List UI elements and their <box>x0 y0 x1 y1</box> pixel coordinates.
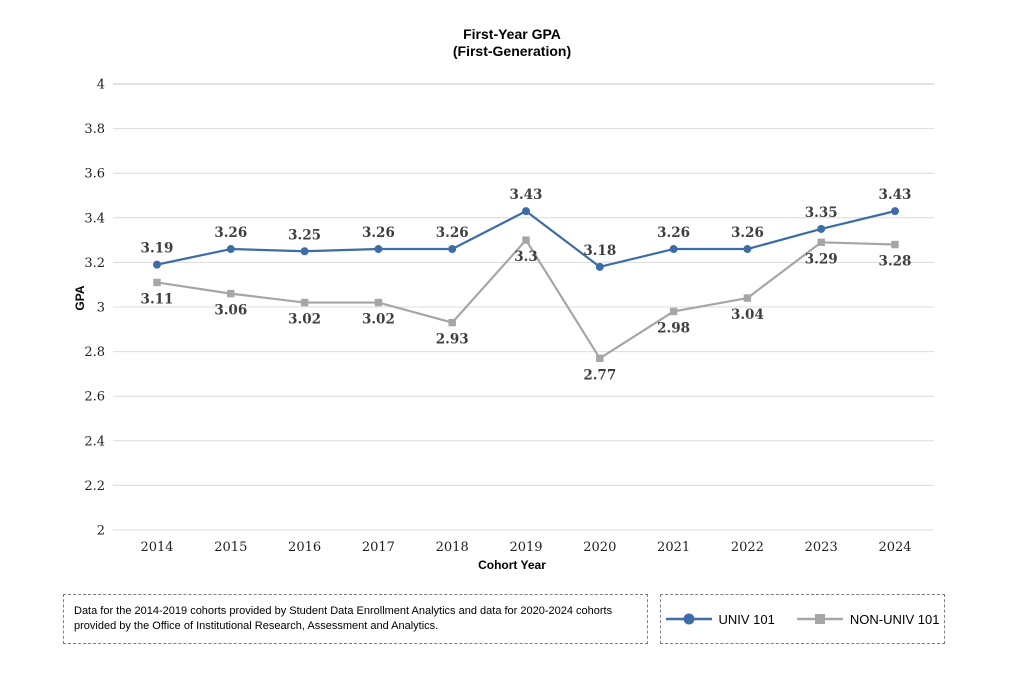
data-point-label: 3.26 <box>657 225 690 241</box>
data-point-label: 3.28 <box>879 254 912 270</box>
footnote-box: Data for the 2014-2019 cohorts provided … <box>63 594 648 644</box>
x-tick-label: 2014 <box>140 540 173 555</box>
x-tick-label: 2024 <box>878 540 911 555</box>
x-tick-label: 2019 <box>509 540 542 555</box>
data-point-marker <box>669 245 678 254</box>
legend-line-square-swatch <box>796 614 843 624</box>
data-point-marker <box>374 298 383 307</box>
data-point-marker <box>669 307 678 316</box>
data-point-label: 3.02 <box>362 312 395 328</box>
y-tick-label: 2 <box>97 524 105 539</box>
data-point-marker <box>226 245 235 254</box>
data-point-marker <box>227 289 235 298</box>
data-point-label: 2.93 <box>436 332 469 348</box>
data-point-marker <box>522 236 530 244</box>
x-tick-label: 2015 <box>214 540 247 555</box>
data-point-label: 3.26 <box>436 225 469 241</box>
data-point-label: 3.29 <box>805 251 838 267</box>
data-point-marker <box>596 354 604 362</box>
data-point-marker <box>153 278 161 287</box>
x-axis-title: Cohort Year <box>478 558 546 572</box>
chart-title-line1: First-Year GPA <box>463 26 561 42</box>
legend-label: NON-UNIV 101 <box>849 611 940 627</box>
gpa-line-chart: 2 2.2 2.4 2.6 2.8 3 3.2 3.4 3.6 3.8 4 2014 2015 2016 2… <box>84 78 934 555</box>
data-point-label: 3.06 <box>214 303 247 319</box>
y-tick-label: 2.2 <box>84 479 105 494</box>
y-tick-label: 3.4 <box>84 211 105 226</box>
data-point-label: 3.3 <box>514 249 538 265</box>
x-tick-label: 2016 <box>288 540 321 555</box>
y-tick-label: 2.6 <box>84 390 105 405</box>
data-point-marker <box>891 240 899 249</box>
data-point-marker <box>300 298 309 307</box>
y-tick-label: 3.6 <box>84 167 105 182</box>
y-tick-label: 3.2 <box>84 256 105 271</box>
data-point-label: 3.25 <box>288 227 321 243</box>
legend-label: UNIV 101 <box>718 611 775 627</box>
data-point-marker <box>817 224 826 233</box>
data-point-marker <box>817 238 825 247</box>
data-point-marker <box>300 247 309 256</box>
y-tick-label: 2.8 <box>84 345 105 360</box>
data-point-marker <box>891 207 899 216</box>
x-tick-label: 2020 <box>583 540 616 555</box>
data-point-marker <box>374 245 383 254</box>
y-tick-label: 3.8 <box>84 122 105 137</box>
data-point-label: 3.35 <box>805 205 838 221</box>
data-point-marker <box>595 262 604 271</box>
x-tick-label: 2017 <box>362 540 395 555</box>
data-point-marker <box>743 294 752 302</box>
data-point-label: 3.11 <box>141 291 174 307</box>
legend-item-non-univ-101: NON-UNIV 101 <box>796 611 940 627</box>
data-point-marker <box>448 318 456 327</box>
data-point-label: 3.19 <box>141 241 174 257</box>
data-point-label: 3.26 <box>362 225 395 241</box>
data-point-label: 3.18 <box>583 243 616 259</box>
x-tick-label: 2018 <box>436 540 469 555</box>
data-point-marker <box>743 245 752 254</box>
y-tick-label: 4 <box>97 78 105 93</box>
y-tick-label: 3 <box>97 301 105 316</box>
data-point-marker <box>153 260 161 269</box>
data-point-marker <box>448 245 457 254</box>
y-axis-title: GPA <box>73 285 87 311</box>
data-point-label: 3.43 <box>879 187 912 203</box>
data-point-label: 3.02 <box>288 312 321 328</box>
x-tick-label: 2021 <box>657 540 690 555</box>
data-point-marker <box>522 207 530 216</box>
x-tick-label: 2023 <box>805 540 838 555</box>
y-tick-label: 2.4 <box>84 434 105 449</box>
legend-line-circle-swatch <box>665 613 712 625</box>
data-point-label: 3.26 <box>731 225 764 241</box>
legend-box: UNIV 101 NON-UNIV 101 <box>660 594 945 644</box>
chart-title: First-Year GPA (First-Generation) <box>0 26 1024 60</box>
data-point-label: 2.77 <box>583 367 616 383</box>
data-point-label: 3.26 <box>214 225 247 241</box>
legend-item-univ-101: UNIV 101 <box>665 611 775 627</box>
data-point-label: 3.43 <box>510 187 543 203</box>
data-point-label: 3.04 <box>731 307 764 323</box>
footnote-text: Data for the 2014-2019 cohorts provided … <box>74 604 613 633</box>
chart-title-line2: (First-Generation) <box>452 43 572 59</box>
x-tick-label: 2022 <box>731 540 764 555</box>
data-point-label: 2.98 <box>657 320 690 336</box>
